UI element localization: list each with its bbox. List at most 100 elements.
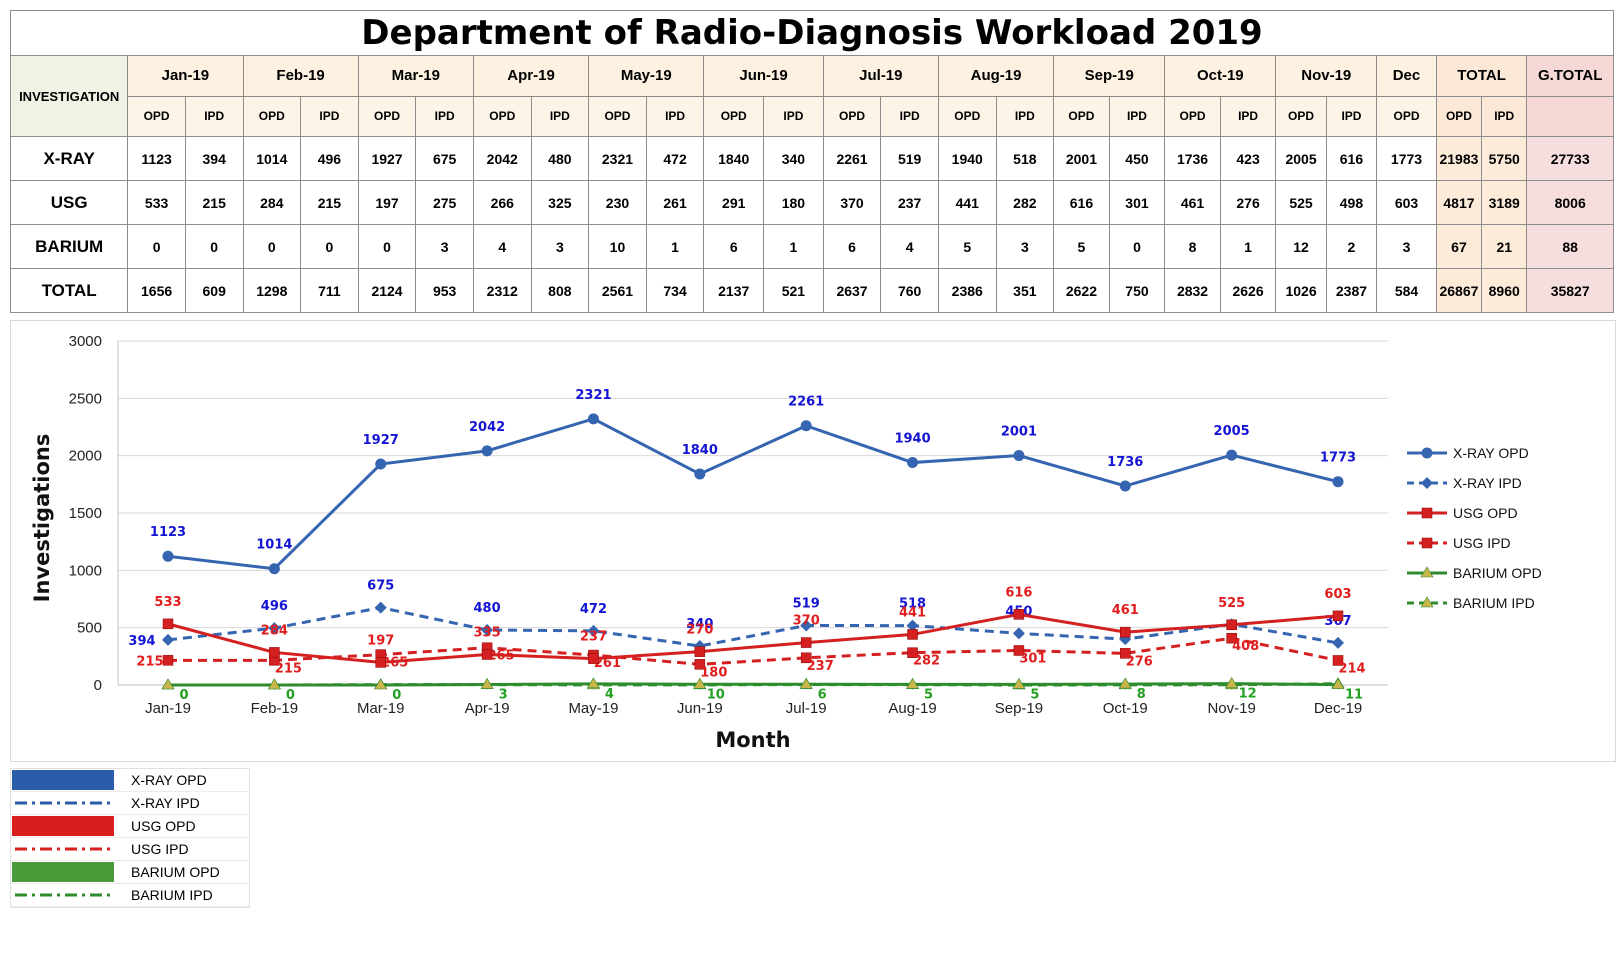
data-point <box>162 618 174 630</box>
month-header: Aug-19 <box>937 55 1055 97</box>
table-cell: 518 <box>995 136 1055 181</box>
data-point <box>1332 476 1344 488</box>
table-cell: 2387 <box>1325 268 1378 313</box>
table-cell: 1026 <box>1275 268 1327 313</box>
opd-subheader: OPD <box>1275 95 1327 137</box>
ipd-subheader: IPD <box>184 95 244 137</box>
data-point <box>481 649 493 660</box>
table-cell: 284 <box>242 180 302 225</box>
table-cell: 6 <box>703 224 765 269</box>
table-cell: 750 <box>1108 268 1166 313</box>
ipd-subheader: IPD <box>1325 95 1378 137</box>
dashdot-swatch-icon <box>11 884 115 906</box>
table-cell: 734 <box>645 268 705 313</box>
dashdot-swatch-icon <box>11 792 115 814</box>
table-cell: 584 <box>1376 268 1437 313</box>
table-cell: 261 <box>645 180 705 225</box>
data-point <box>1226 619 1237 631</box>
data-label: 214 <box>1338 661 1365 676</box>
solid-swatch-icon <box>11 815 115 837</box>
table-cell: 4 <box>472 224 532 269</box>
data-label: 461 <box>1112 603 1139 618</box>
table-cell: 2042 <box>472 136 532 181</box>
opd-subheader: OPD <box>357 95 417 137</box>
data-label: 1940 <box>894 432 930 447</box>
data-point <box>1120 626 1131 638</box>
table-cell: 351 <box>995 268 1055 313</box>
table-row: BARIUM 0 0 0 0 0 3 4 3 10 1 6 1 6 4 5 3 5 0 8 1 12 2 3 67 21 88 <box>9 224 1614 269</box>
data-label: 408 <box>1232 639 1259 654</box>
table-cell: 519 <box>880 136 939 181</box>
table-cell: 2261 <box>822 136 882 181</box>
total-ipd-cell: 8960 <box>1481 268 1528 313</box>
opd-subheader: OPD <box>472 95 532 137</box>
month-header: Apr-19 <box>472 55 590 97</box>
data-point <box>1421 447 1433 459</box>
table-cell: 325 <box>530 180 590 225</box>
table-cell: 2386 <box>937 268 997 313</box>
table-cell: 472 <box>645 136 705 181</box>
ipd-subheader: IPD <box>1108 95 1166 137</box>
table-cell: 5 <box>937 224 997 269</box>
data-label: 237 <box>580 630 607 645</box>
y-tick-label: 500 <box>77 620 102 637</box>
data-point <box>162 655 174 666</box>
table-cell: 0 <box>300 224 359 269</box>
data-point <box>1012 627 1025 640</box>
table-cell: 3 <box>1376 224 1437 269</box>
data-point <box>588 653 599 664</box>
data-label: 525 <box>1218 596 1245 611</box>
data-label: 2042 <box>469 420 505 435</box>
data-label: 282 <box>913 654 940 669</box>
data-point <box>1332 655 1344 666</box>
table-cell: 0 <box>357 224 417 269</box>
opd-subheader: OPD <box>703 95 765 137</box>
table-row: TOTAL 1656 609 1298 711 2124 953 2312 808 2561 734… <box>9 268 1614 313</box>
x-tick-label: Apr-19 <box>465 700 510 717</box>
data-point <box>800 420 812 432</box>
data-label: 197 <box>367 633 394 648</box>
table-cell: 0 <box>242 224 302 269</box>
data-point <box>1012 677 1026 689</box>
series-group: 394496675480472340519518450367 <box>128 579 1352 653</box>
table-row: X-RAY 1123 394 1014 496 1927 675 2042 480 2321 472… <box>9 136 1614 181</box>
legend-item: USG IPD <box>1407 535 1511 551</box>
data-label: 480 <box>474 601 501 616</box>
legend-item: BARIUM OPD <box>1407 565 1542 581</box>
investigation-header: INVESTIGATION <box>9 55 129 137</box>
table-cell: 1 <box>645 224 705 269</box>
data-point <box>374 678 388 690</box>
x-tick-label: Jun-19 <box>677 700 723 717</box>
data-point <box>375 657 386 668</box>
data-label: 237 <box>807 659 834 674</box>
table-cell: 1773 <box>1376 136 1437 181</box>
ipd-subheader: IPD <box>645 95 705 137</box>
table-cell: 2561 <box>588 268 647 313</box>
data-label: 441 <box>899 605 926 620</box>
month-header: May-19 <box>588 55 705 97</box>
data-point <box>162 633 174 646</box>
bottom-legend: X-RAY OPD X-RAY IPD USG OPD USG IPD BARIUM O… <box>10 768 250 908</box>
series-group: 0 0 0 3 4 10 6 5 5 8 12 11 <box>161 677 1363 703</box>
bottom-legend-label: X-RAY IPD <box>131 795 200 811</box>
gtotal-header: G.TOTAL <box>1526 55 1614 97</box>
series-group: 533 284 197 335 237 270 370 441 616 461 525 603 <box>154 585 1352 668</box>
opd-subheader: OPD <box>127 95 186 137</box>
data-point <box>480 677 494 689</box>
workload-table-container: Department of Radio-Diagnosis Workload 2… <box>9 10 1614 313</box>
workload-table: Department of Radio-Diagnosis Workload 2… <box>9 10 1614 313</box>
data-label: 1773 <box>1320 451 1356 466</box>
opd-subheader: OPD <box>242 95 302 137</box>
table-cell: 423 <box>1219 136 1277 181</box>
total-ipd-cell: 21 <box>1481 224 1528 269</box>
table-cell: 1656 <box>127 268 186 313</box>
data-point <box>162 550 174 562</box>
table-cell: 675 <box>415 136 474 181</box>
ipd-subheader: IPD <box>1219 95 1277 137</box>
data-label: 2321 <box>575 388 611 403</box>
data-label: 10 <box>707 687 725 702</box>
table-cell: 301 <box>1108 180 1166 225</box>
x-tick-label: Nov-19 <box>1207 700 1255 717</box>
table-cell: 340 <box>763 136 824 181</box>
